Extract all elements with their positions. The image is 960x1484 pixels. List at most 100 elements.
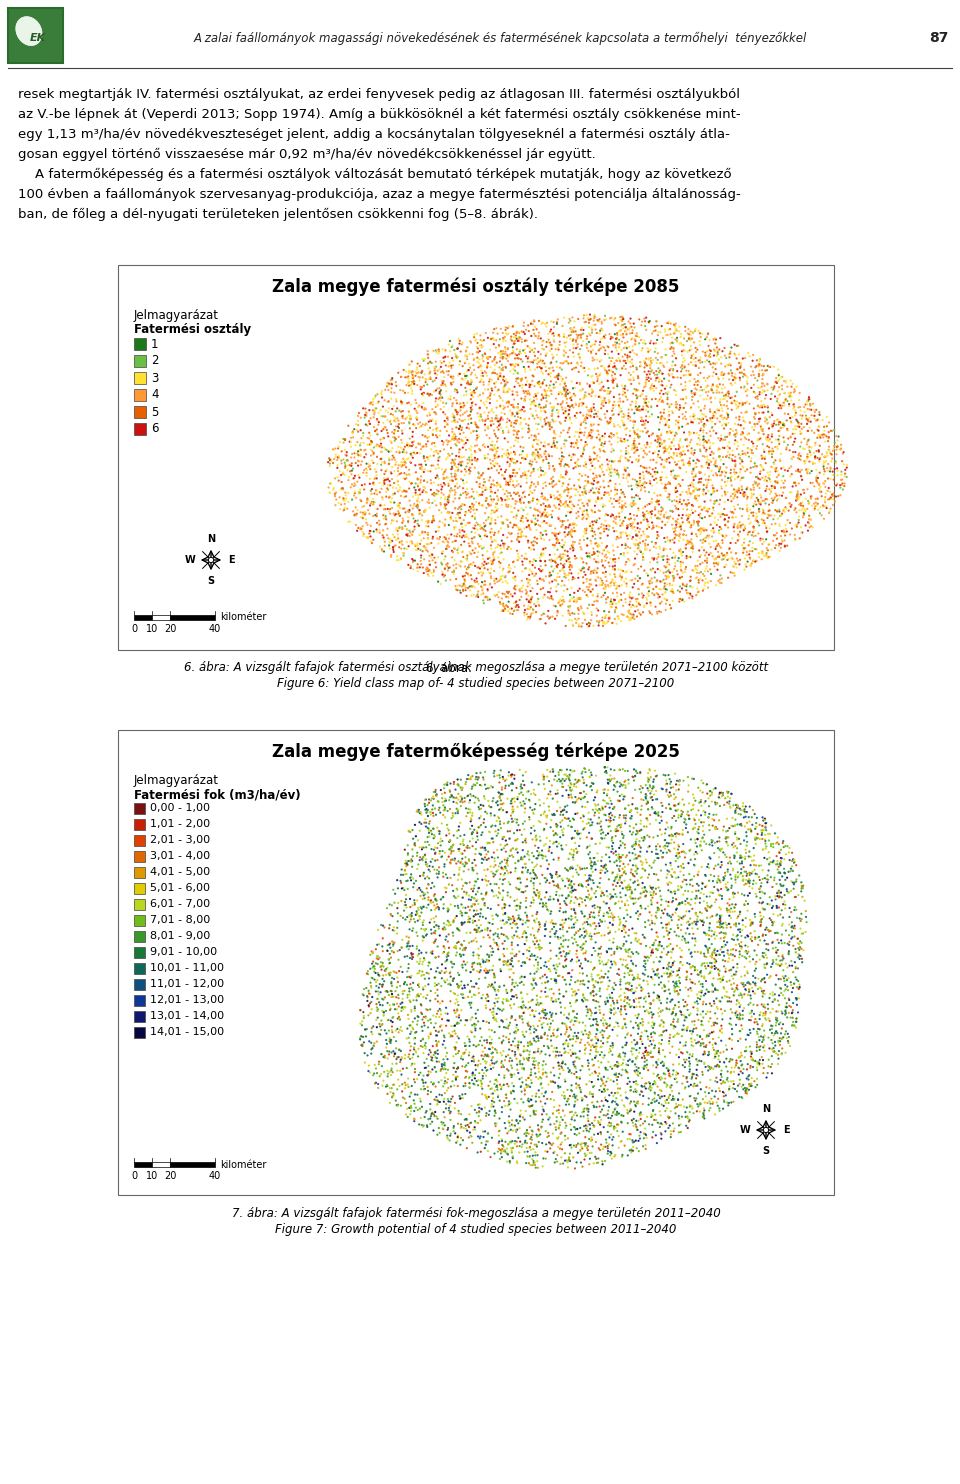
Point	[797, 401, 812, 424]
Point	[710, 568, 726, 592]
Point	[474, 1058, 490, 1082]
Point	[654, 905, 669, 929]
Point	[771, 390, 786, 414]
Point	[594, 585, 610, 608]
Point	[499, 594, 515, 617]
Point	[732, 414, 748, 438]
Point	[533, 554, 548, 577]
Point	[492, 812, 508, 835]
Point	[592, 426, 608, 450]
Point	[696, 479, 711, 503]
Point	[505, 402, 520, 426]
Point	[405, 933, 420, 957]
Point	[736, 536, 752, 559]
Point	[442, 779, 457, 803]
Point	[526, 340, 541, 364]
Point	[579, 570, 594, 594]
Point	[588, 1106, 603, 1129]
Point	[822, 411, 837, 435]
Point	[503, 510, 518, 534]
Point	[737, 815, 753, 838]
Point	[590, 589, 606, 613]
Point	[405, 370, 420, 393]
Point	[770, 881, 785, 905]
Point	[425, 564, 441, 588]
Point	[769, 1042, 784, 1066]
Point	[732, 939, 747, 963]
Point	[496, 442, 512, 466]
Point	[709, 1091, 725, 1114]
Point	[781, 905, 797, 929]
Point	[709, 1040, 725, 1064]
Point	[707, 809, 722, 833]
Point	[743, 972, 758, 996]
Point	[438, 917, 453, 941]
Point	[614, 864, 630, 887]
Point	[400, 834, 416, 858]
Point	[582, 513, 597, 537]
Point	[766, 868, 781, 892]
Point	[680, 329, 695, 353]
Point	[485, 430, 500, 454]
Point	[734, 985, 750, 1009]
Point	[496, 395, 512, 418]
Point	[445, 803, 461, 827]
Point	[519, 1122, 535, 1146]
Point	[330, 445, 346, 469]
Point	[387, 890, 402, 914]
Point	[619, 571, 635, 595]
Point	[607, 475, 622, 499]
Point	[522, 605, 538, 629]
Point	[449, 346, 465, 370]
Point	[558, 491, 573, 515]
Point	[422, 1098, 438, 1122]
Point	[364, 974, 379, 997]
Point	[646, 374, 661, 398]
Point	[711, 883, 727, 907]
Point	[611, 889, 626, 913]
Point	[553, 463, 568, 487]
Point	[420, 984, 435, 1008]
Point	[537, 399, 552, 423]
Point	[622, 603, 637, 626]
Point	[672, 1031, 687, 1055]
Point	[434, 1068, 449, 1092]
Point	[768, 1008, 783, 1031]
Point	[665, 824, 681, 847]
Point	[633, 902, 648, 926]
Point	[523, 1088, 539, 1112]
Point	[452, 438, 468, 462]
Point	[727, 432, 742, 456]
Point	[539, 1052, 554, 1076]
Point	[375, 503, 391, 527]
Point	[397, 858, 413, 881]
Point	[500, 337, 516, 361]
Point	[773, 442, 788, 466]
Point	[758, 543, 774, 567]
Point	[413, 470, 428, 494]
Point	[341, 510, 356, 534]
Point	[717, 503, 732, 527]
Point	[724, 473, 739, 497]
Point	[814, 442, 829, 466]
Point	[500, 582, 516, 605]
Point	[563, 487, 578, 510]
Point	[698, 896, 713, 920]
Point	[441, 1126, 456, 1150]
Point	[605, 1057, 620, 1080]
Point	[598, 803, 613, 827]
Point	[697, 951, 712, 975]
Point	[579, 402, 594, 426]
Point	[506, 325, 521, 349]
Point	[631, 497, 646, 521]
Point	[493, 788, 509, 812]
Point	[490, 362, 505, 386]
Point	[481, 948, 496, 972]
Point	[763, 834, 779, 858]
Point	[470, 580, 486, 604]
Point	[500, 430, 516, 454]
Point	[614, 819, 630, 843]
Point	[613, 588, 629, 611]
Point	[547, 435, 563, 459]
Point	[474, 494, 490, 518]
